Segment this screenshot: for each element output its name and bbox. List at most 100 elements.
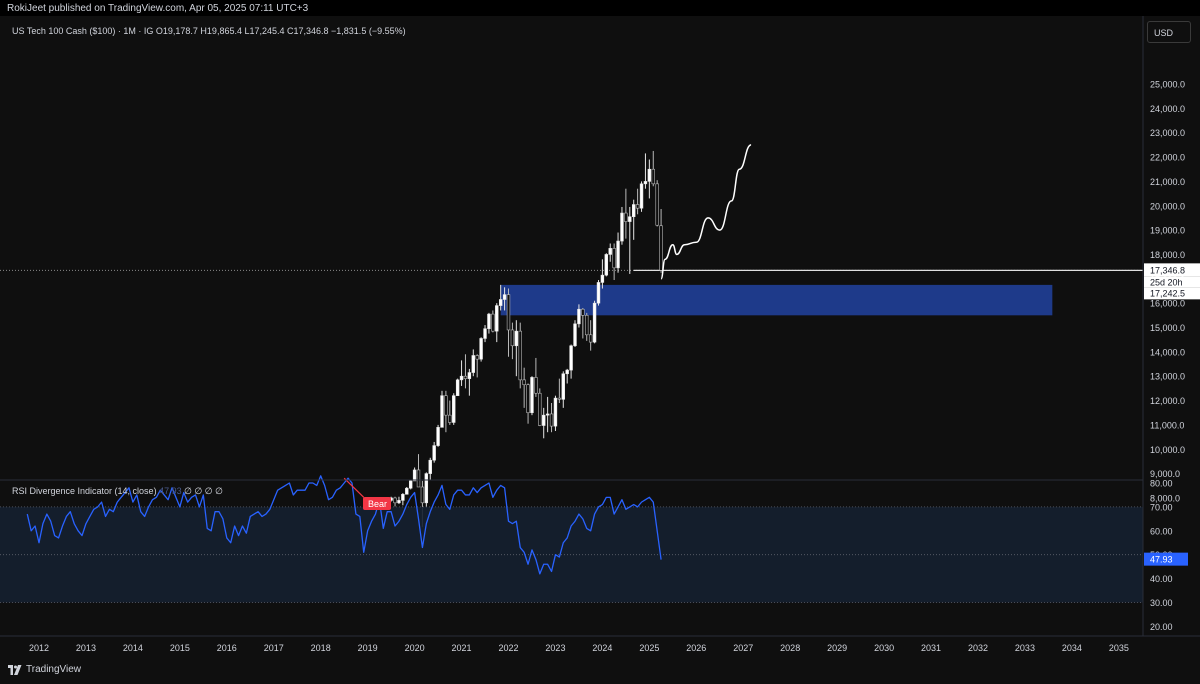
rsi-legend-name: RSI Divergence Indicator (14, close) <box>12 486 157 496</box>
rsi-pane: Bear <box>0 475 1143 603</box>
candle-body <box>401 493 405 501</box>
candle-body <box>506 294 511 331</box>
rsi-tick-label: 60.00 <box>1150 526 1173 536</box>
candle-body <box>612 248 616 269</box>
candle <box>530 376 534 416</box>
candle-body <box>428 459 432 474</box>
candle-body <box>596 282 601 304</box>
candle <box>405 486 409 495</box>
candle-body <box>530 377 534 414</box>
price-pane <box>0 144 1143 528</box>
time-tick-label: 2027 <box>733 643 753 653</box>
candle <box>581 308 585 339</box>
candle <box>448 400 452 425</box>
candle-body <box>643 181 648 185</box>
candle <box>569 344 573 379</box>
candle <box>616 232 620 273</box>
candle-body <box>635 204 640 209</box>
candle-body <box>651 168 655 185</box>
candle-body <box>600 274 605 283</box>
price-tick-label: 9,000.0 <box>1150 469 1180 479</box>
candle <box>436 424 440 447</box>
candle <box>510 322 515 360</box>
time-tick-label: 2015 <box>170 643 190 653</box>
time-tick-label: 2032 <box>968 643 988 653</box>
footer-brand[interactable]: TradingView <box>8 664 81 675</box>
time-tick-label: 2024 <box>592 643 612 653</box>
time-tick-label: 2023 <box>545 643 565 653</box>
candle <box>659 209 663 273</box>
candle <box>495 303 499 343</box>
candle-body <box>659 225 663 271</box>
candle <box>577 304 581 328</box>
publisher-line: RokiJeet published on TradingView.com, A… <box>7 3 309 14</box>
time-tick-label: 2035 <box>1109 643 1129 653</box>
candle <box>502 287 507 311</box>
candle <box>573 320 577 347</box>
candle-body <box>628 216 632 222</box>
candle-body <box>455 379 460 396</box>
price-tick-label: 20,000.0 <box>1150 201 1185 211</box>
candle-body <box>588 334 593 343</box>
candle <box>628 206 632 274</box>
candle <box>600 259 605 289</box>
time-tick-label: 2033 <box>1015 643 1035 653</box>
price-tick-label: 21,000.0 <box>1150 177 1185 187</box>
candle-body <box>526 384 530 414</box>
time-tick-label: 2018 <box>311 643 331 653</box>
candle <box>491 310 495 333</box>
rsi-legend[interactable]: RSI Divergence Indicator (14, close) 47.… <box>12 486 223 497</box>
time-tick-label: 2031 <box>921 643 941 653</box>
candle-body <box>397 500 401 504</box>
time-tick-label: 2028 <box>780 643 800 653</box>
countdown-badge <box>1144 276 1200 288</box>
candle <box>542 407 546 439</box>
candle <box>393 496 397 507</box>
candle-body <box>405 487 409 495</box>
price-tick-label: 23,000.0 <box>1150 128 1185 138</box>
candle-body <box>463 375 468 379</box>
price-legend[interactable]: US Tech 100 Cash ($100) · 1M · IG O19,17… <box>12 26 406 36</box>
candle <box>522 367 526 408</box>
time-tick-label: 2026 <box>686 643 706 653</box>
candle <box>397 496 401 505</box>
bear-label-badge <box>363 497 391 510</box>
candle-body <box>631 204 636 218</box>
candle-body <box>502 294 507 300</box>
candle <box>463 354 468 389</box>
countdown-label: 25d 20h <box>1150 277 1183 287</box>
candle <box>424 472 429 508</box>
candle-body <box>647 168 652 182</box>
time-tick-label: 2013 <box>76 643 96 653</box>
candle <box>647 159 652 199</box>
candle-body <box>534 377 538 394</box>
candle-body <box>522 379 526 386</box>
price-tick-label: 10,000.0 <box>1150 445 1185 455</box>
candle-body <box>514 330 519 347</box>
candle-body <box>440 395 444 428</box>
time-tick-label: 2030 <box>874 643 894 653</box>
candle <box>635 188 640 215</box>
rsi-line <box>26 475 662 575</box>
candle-body <box>592 302 597 343</box>
candle <box>440 390 444 428</box>
time-tick-label: 2014 <box>123 643 143 653</box>
price-tick-label: 18,000.0 <box>1150 250 1185 260</box>
candle-body <box>420 486 425 504</box>
candle <box>643 153 648 189</box>
candle-body <box>553 397 558 427</box>
candle-body <box>545 413 550 416</box>
bear-divergence-line <box>343 477 365 498</box>
candle-body <box>412 469 417 482</box>
price-tick-label: 19,000.0 <box>1150 226 1185 236</box>
rsi-tick-label: 70.00 <box>1150 502 1173 512</box>
candle <box>416 454 421 488</box>
bear-label: Bear <box>368 499 387 509</box>
currency-selector[interactable]: USD <box>1147 21 1191 43</box>
candle-body <box>549 413 554 427</box>
price-tick-label: 16,000.0 <box>1150 299 1185 309</box>
candle <box>483 325 487 343</box>
candle <box>538 388 542 427</box>
candle-body <box>483 328 487 339</box>
